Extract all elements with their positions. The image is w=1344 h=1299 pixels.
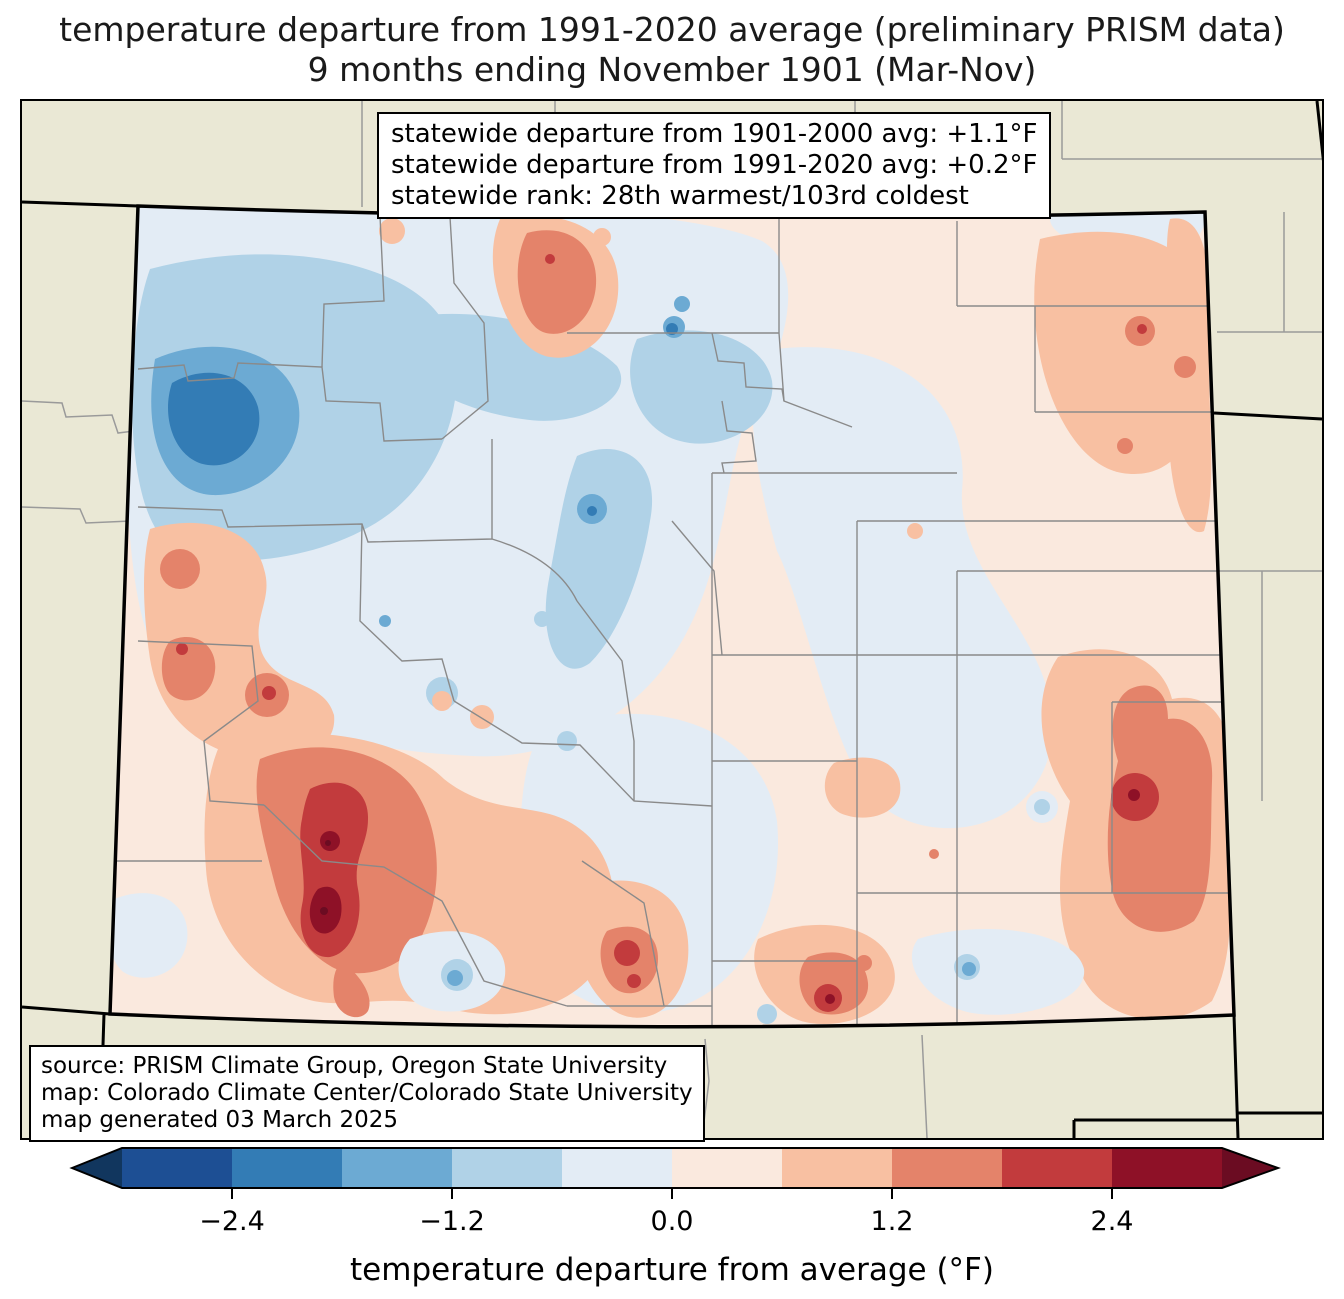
source-line-1: source: PRISM Climate Group, Oregon Stat… (41, 1053, 668, 1079)
tick-label-4: 2.4 (1091, 1206, 1134, 1237)
colorbar-segments (122, 1148, 1222, 1188)
tick-label-2: 0.0 (651, 1206, 694, 1237)
colorbar-tick-labels: −2.4 −1.2 0.0 1.2 2.4 (199, 1206, 1133, 1237)
tick-label-0: −2.4 (199, 1206, 265, 1237)
title-line-1: temperature departure from 1991-2020 ave… (59, 10, 1285, 49)
colorbar-over-arrow (1222, 1148, 1278, 1188)
tick-label-1: −1.2 (419, 1206, 485, 1237)
colorbar: −2.4 −1.2 0.0 1.2 2.4 temperature depart… (69, 1147, 1281, 1288)
colorbar-tick-marks (231, 1188, 1113, 1199)
neighbor-state-borders (22, 101, 1322, 1138)
tick-label-3: 1.2 (871, 1206, 914, 1237)
stats-line-1: statewide departure from 1901-2000 avg: … (391, 119, 1038, 149)
map-axes: statewide departure from 1901-2000 avg: … (20, 99, 1324, 1142)
title-line-2: 9 months ending November 1901 (Mar-Nov) (307, 50, 1037, 89)
source-box: source: PRISM Climate Group, Oregon Stat… (29, 1045, 705, 1142)
figure-title: temperature departure from 1991-2020 ave… (0, 10, 1344, 90)
source-line-2: map: Colorado Climate Center/Colorado St… (41, 1080, 693, 1106)
colorbar-outline (69, 1147, 1281, 1189)
stats-line-2: statewide departure from 1991-2020 avg: … (391, 150, 1038, 180)
temperature-contours (110, 206, 1234, 1024)
source-line-3: map generated 03 March 2025 (41, 1107, 399, 1133)
colorado-county-lines (110, 215, 1230, 1027)
colorado-anomaly-map (22, 101, 1322, 1138)
colorbar-axis-label: temperature departure from average (°F) (350, 1252, 994, 1288)
stats-box: statewide departure from 1901-2000 avg: … (377, 112, 1052, 219)
colorbar-under-arrow (72, 1148, 122, 1188)
stats-line-3: statewide rank: 28th warmest/103rd colde… (391, 181, 969, 211)
